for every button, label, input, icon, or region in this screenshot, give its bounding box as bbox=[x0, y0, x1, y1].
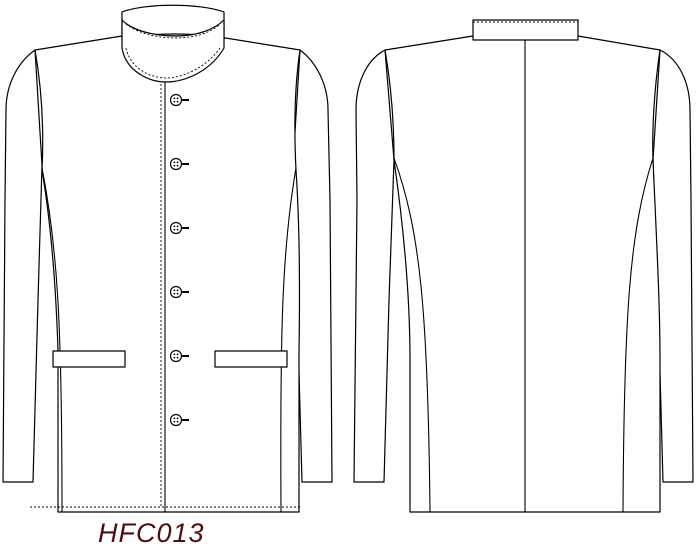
button-hole bbox=[173, 356, 176, 359]
button-hole bbox=[176, 417, 179, 420]
back-view bbox=[353, 19, 694, 513]
button-circle bbox=[169, 285, 183, 299]
button-hole bbox=[173, 161, 176, 164]
front-button bbox=[169, 93, 189, 107]
front-collar-inner-stitch bbox=[125, 23, 221, 39]
button-hole bbox=[173, 417, 176, 420]
button-hole bbox=[176, 164, 179, 167]
button-hole bbox=[176, 161, 179, 164]
button-circle bbox=[169, 349, 183, 363]
button-hole bbox=[173, 100, 176, 103]
button-hole bbox=[173, 420, 176, 423]
front-buttons bbox=[169, 93, 189, 427]
button-hole bbox=[173, 292, 176, 295]
button-circle bbox=[169, 221, 183, 235]
front-left-side-seam bbox=[41, 167, 63, 513]
button-hole bbox=[176, 100, 179, 103]
button-circle bbox=[169, 157, 183, 171]
button-hole bbox=[173, 289, 176, 292]
button-hole bbox=[173, 164, 176, 167]
front-right-sleeve bbox=[292, 49, 333, 483]
button-hole bbox=[176, 97, 179, 100]
front-button bbox=[169, 157, 189, 171]
button-circle bbox=[169, 413, 183, 427]
button-hole bbox=[173, 225, 176, 228]
back-left-side-seam bbox=[393, 157, 431, 513]
button-hole bbox=[176, 225, 179, 228]
style-code-label: HFC013 bbox=[98, 518, 205, 548]
button-hole bbox=[176, 353, 179, 356]
front-button bbox=[169, 221, 189, 235]
button-hole bbox=[173, 228, 176, 231]
button-hole bbox=[176, 228, 179, 231]
back-right-side-seam bbox=[622, 157, 654, 513]
front-button bbox=[169, 349, 189, 363]
back-collar bbox=[472, 19, 579, 41]
button-hole bbox=[173, 353, 176, 356]
front-collar-outer-stitch bbox=[125, 47, 221, 79]
front-collar-band bbox=[121, 19, 225, 83]
button-hole bbox=[176, 289, 179, 292]
back-left-sleeve bbox=[353, 49, 395, 483]
back-body bbox=[384, 35, 661, 513]
button-hole bbox=[176, 420, 179, 423]
button-circle bbox=[169, 93, 183, 107]
front-right-side-seam bbox=[280, 167, 297, 513]
front-view bbox=[2, 4, 333, 513]
button-hole bbox=[176, 356, 179, 359]
front-left-sleeve bbox=[2, 49, 43, 483]
front-button bbox=[169, 285, 189, 299]
back-right-sleeve bbox=[652, 49, 694, 483]
front-body bbox=[34, 35, 301, 513]
front-left-pocket-flap bbox=[52, 350, 126, 368]
button-hole bbox=[173, 97, 176, 100]
button-hole bbox=[176, 292, 179, 295]
front-button bbox=[169, 413, 189, 427]
front-right-pocket-flap bbox=[214, 350, 288, 368]
